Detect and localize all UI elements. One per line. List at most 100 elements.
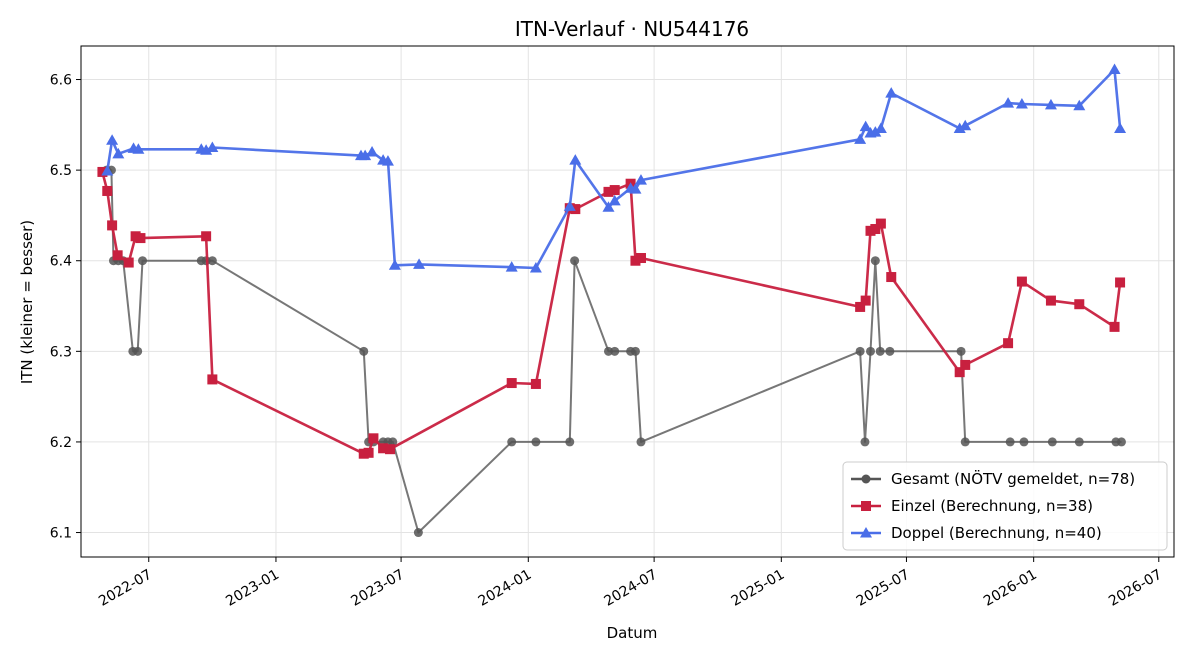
legend-label: Einzel (Berechnung, n=38) xyxy=(891,497,1093,515)
data-point xyxy=(960,359,971,370)
data-point xyxy=(859,120,872,132)
data-point xyxy=(368,433,379,444)
x-tick-label: 2025-07 xyxy=(854,567,913,610)
data-point xyxy=(381,155,394,166)
data-point xyxy=(1116,437,1126,447)
legend: Gesamt (NÖTV gemeldet, n=78) Einzel (Bere… xyxy=(842,461,1168,551)
data-point xyxy=(636,437,646,447)
data-point xyxy=(413,258,426,269)
data-point xyxy=(530,378,541,389)
data-point xyxy=(506,378,517,389)
legend-marker xyxy=(861,501,871,511)
series-layer xyxy=(97,63,1127,538)
data-point xyxy=(135,233,146,244)
data-point xyxy=(1074,437,1084,447)
data-point xyxy=(569,154,582,165)
data-point xyxy=(1074,299,1085,310)
x-tick-label: 2025-01 xyxy=(729,567,788,610)
data-point xyxy=(378,443,389,454)
data-point xyxy=(875,218,886,229)
legend-marker xyxy=(861,474,871,484)
data-point xyxy=(505,261,518,272)
y-tick-label: 6.2 xyxy=(50,435,72,451)
data-point xyxy=(207,256,217,266)
data-point xyxy=(885,346,895,356)
legend-marker xyxy=(860,527,872,538)
data-point xyxy=(565,437,575,447)
data-point xyxy=(610,346,620,356)
data-point xyxy=(133,346,143,356)
data-point xyxy=(635,253,646,264)
data-point xyxy=(1108,63,1121,75)
data-point xyxy=(885,87,898,98)
data-point xyxy=(870,224,881,235)
chart-title: ITN-Verlauf · NU544176 xyxy=(515,17,749,41)
data-point xyxy=(854,133,867,144)
data-point xyxy=(529,261,542,273)
y-tick-label: 6.3 xyxy=(50,344,72,360)
data-point xyxy=(107,220,118,231)
series-line xyxy=(106,68,1122,270)
data-point xyxy=(1002,97,1015,108)
data-point xyxy=(531,437,541,447)
data-point xyxy=(886,272,897,283)
data-point xyxy=(959,119,972,131)
data-point xyxy=(132,143,145,154)
data-point xyxy=(866,346,876,356)
data-point xyxy=(200,144,213,155)
y-tick-label: 6.1 xyxy=(50,526,72,542)
data-point xyxy=(870,256,880,266)
x-tick-label: 2026-01 xyxy=(981,567,1040,610)
data-point xyxy=(860,437,870,447)
data-point xyxy=(860,295,871,306)
data-point xyxy=(570,204,581,215)
data-point xyxy=(359,346,369,356)
x-tick-label: 2023-07 xyxy=(348,567,407,610)
series-square xyxy=(97,166,1126,459)
data-point xyxy=(112,147,125,159)
data-point xyxy=(563,200,576,211)
plot-frame xyxy=(80,45,1175,558)
x-axis-label: Datum xyxy=(607,624,658,642)
y-tick-label: 6.4 xyxy=(50,254,72,270)
legend-box xyxy=(842,461,1168,551)
data-point xyxy=(1114,122,1127,133)
data-point xyxy=(570,256,580,266)
y-tick-label: 6.5 xyxy=(50,163,72,179)
data-point xyxy=(207,374,218,385)
data-point xyxy=(102,185,113,196)
data-point xyxy=(1115,277,1126,288)
legend-label: Doppel (Berechnung, n=40) xyxy=(891,524,1102,542)
data-point xyxy=(1044,98,1057,110)
data-point xyxy=(101,165,114,176)
data-point xyxy=(366,146,379,157)
x-tick-label: 2026-07 xyxy=(1106,567,1165,610)
data-point xyxy=(123,257,134,268)
data-point xyxy=(201,231,212,242)
data-point xyxy=(1015,97,1028,109)
data-point xyxy=(855,346,865,356)
data-point xyxy=(953,122,966,133)
data-point xyxy=(363,447,374,458)
data-point xyxy=(138,256,148,266)
x-tick-label: 2024-07 xyxy=(601,567,660,610)
data-point xyxy=(1045,295,1056,306)
x-tick-label: 2023-01 xyxy=(223,567,282,610)
data-point xyxy=(1073,99,1086,111)
y-axis-label: ITN (kleiner = besser) xyxy=(18,220,36,384)
data-point xyxy=(1016,276,1027,287)
data-point xyxy=(413,528,423,538)
legend-label: Gesamt (NÖTV gemeldet, n=78) xyxy=(891,469,1135,488)
data-point xyxy=(855,301,866,312)
data-point xyxy=(630,255,641,266)
x-tick-label: 2024-01 xyxy=(476,567,535,610)
data-point xyxy=(630,346,640,356)
data-point xyxy=(869,126,882,137)
data-point xyxy=(603,346,613,356)
data-point xyxy=(634,174,647,185)
data-point xyxy=(112,250,123,261)
legend-item: Doppel (Berechnung, n=40) xyxy=(851,524,1102,542)
data-point xyxy=(1047,437,1057,447)
data-point xyxy=(608,194,621,206)
